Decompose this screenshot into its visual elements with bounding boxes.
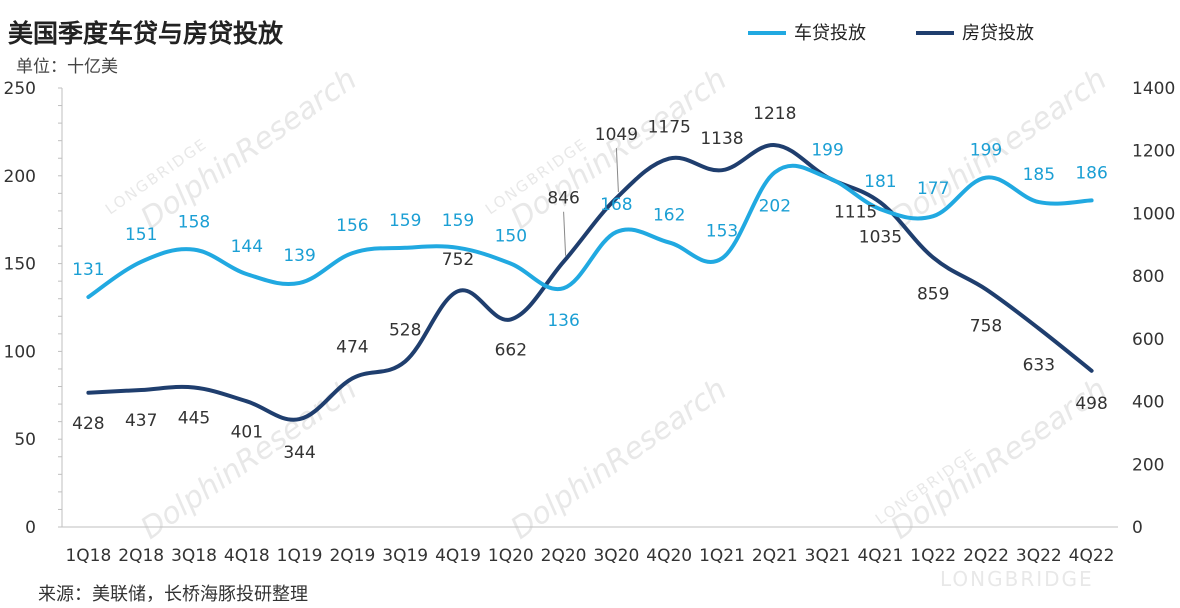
house-label-5: 474	[336, 337, 368, 357]
x-tick-label-19: 4Q22	[1069, 546, 1115, 566]
house-label-12: 1138	[700, 129, 743, 149]
house-label-9: 846	[547, 189, 579, 209]
x-tick-label-4: 1Q19	[277, 546, 323, 566]
car-label-5: 156	[336, 216, 368, 236]
house-label-2: 445	[178, 408, 210, 428]
car-label-8: 150	[495, 227, 527, 247]
x-tick-label-9: 2Q20	[541, 546, 587, 566]
unit-label: 单位：十亿美	[16, 57, 118, 77]
house-label-16: 859	[917, 285, 949, 305]
house-label-3: 401	[231, 422, 263, 442]
source-note: 来源：美联储，长桥海豚投研整理	[38, 584, 308, 605]
left-tick-label-5: 250	[4, 79, 36, 99]
left-tick-label-0: 0	[25, 518, 36, 538]
car-label-2: 158	[178, 213, 210, 233]
car-data-labels: 131 151 158 144 139 156 159 159 150 136 168 162 153 2…	[72, 141, 1108, 332]
car-label-4: 139	[283, 246, 315, 266]
car-label-13: 202	[759, 196, 791, 216]
leader-line-9	[563, 211, 567, 256]
x-tick-label-10: 3Q20	[593, 546, 639, 566]
car-label-11: 162	[653, 206, 685, 226]
right-tick-label-6: 1200	[1132, 142, 1175, 162]
car-label-12: 153	[706, 221, 738, 241]
car-label-9: 136	[547, 311, 579, 331]
x-tick-label-15: 4Q21	[857, 546, 903, 566]
car-label-1: 151	[125, 225, 157, 245]
house-label-10: 1049	[595, 125, 638, 145]
car-label-3: 144	[231, 237, 263, 257]
car-label-10: 168	[600, 195, 632, 215]
label-leader-lines	[563, 148, 619, 256]
car-label-15: 181	[864, 172, 896, 192]
x-tick-label-17: 2Q22	[963, 546, 1009, 566]
house-label-18: 633	[1023, 356, 1055, 376]
legend: 车贷投放 房贷投放	[748, 23, 1034, 44]
x-tick-label-13: 2Q21	[752, 546, 798, 566]
car-label-16: 177	[917, 179, 949, 199]
car-label-14: 199	[811, 141, 843, 161]
x-tick-label-8: 1Q20	[488, 546, 534, 566]
house-label-11: 1175	[648, 118, 691, 138]
right-tick-label-7: 1400	[1132, 79, 1175, 99]
house-label-7: 752	[442, 250, 474, 270]
x-tick-label-3: 4Q18	[224, 546, 270, 566]
house-label-14: 1115	[834, 202, 877, 222]
axes-layer	[61, 88, 1118, 528]
right-tick-label-3: 600	[1132, 330, 1164, 350]
footer-logo: LONGBRIDGE	[940, 567, 1094, 591]
watermark-brand-1: DolphinResearch	[135, 62, 364, 237]
car-label-18: 185	[1023, 165, 1055, 185]
left-tick-label-1: 50	[14, 430, 36, 450]
left-axis-ticks: 0 50 100 150 200 250	[4, 79, 62, 538]
watermark-brand-5: DolphinResearch	[505, 372, 734, 547]
house-label-19: 498	[1075, 394, 1107, 414]
house-label-15: 1035	[859, 227, 902, 247]
right-tick-label-2: 400	[1132, 393, 1164, 413]
x-tick-label-6: 3Q19	[382, 546, 428, 566]
x-tick-label-12: 1Q21	[699, 546, 745, 566]
x-tick-label-1: 2Q18	[118, 546, 164, 566]
x-tick-label-5: 2Q19	[329, 546, 375, 566]
house-label-6: 528	[389, 320, 421, 340]
x-tick-label-16: 1Q22	[910, 546, 956, 566]
car-label-6: 159	[389, 211, 421, 231]
house-label-13: 1218	[753, 104, 796, 124]
x-tick-label-18: 3Q22	[1016, 546, 1062, 566]
car-label-19: 186	[1075, 163, 1107, 183]
left-tick-label-4: 200	[4, 167, 36, 187]
house-loan-line	[86, 143, 1094, 422]
right-tick-label-0: 0	[1132, 518, 1143, 538]
house-label-1: 437	[125, 411, 157, 431]
house-label-4: 344	[283, 443, 315, 463]
car-label-0: 131	[72, 260, 104, 280]
car-label-17: 199	[970, 141, 1002, 161]
car-label-7: 159	[442, 211, 474, 231]
right-axis-ticks: 0 200 400 600 800 1000 1200 1400	[1132, 79, 1175, 538]
house-data-labels: 428 437 445 401 344 474 528 752 662 846 1049 1175 11…	[72, 104, 1108, 463]
x-tick-label-14: 3Q21	[805, 546, 851, 566]
x-axis-ticks: 1Q18 2Q18 3Q18 4Q18 1Q19 2Q19 3Q19 4Q19 1Q20 2Q20…	[65, 546, 1114, 566]
car-loan-line	[86, 163, 1094, 299]
right-tick-label-1: 200	[1132, 455, 1164, 475]
house-label-0: 428	[72, 414, 104, 434]
right-tick-label-5: 1000	[1132, 204, 1175, 224]
x-tick-label-11: 4Q20	[646, 546, 692, 566]
left-tick-label-3: 150	[4, 255, 36, 275]
right-tick-label-4: 800	[1132, 267, 1164, 287]
house-label-8: 662	[495, 340, 527, 360]
leader-line-10	[615, 148, 619, 193]
chart-title: 美国季度车贷与房贷投放	[8, 19, 284, 48]
legend-car-label: 车贷投放	[794, 23, 866, 44]
legend-house-label: 房贷投放	[962, 23, 1034, 44]
house-label-17: 758	[970, 316, 1002, 336]
x-tick-label-0: 1Q18	[65, 546, 111, 566]
x-tick-label-7: 4Q19	[435, 546, 481, 566]
x-tick-label-2: 3Q18	[171, 546, 217, 566]
left-tick-label-2: 100	[4, 342, 36, 362]
